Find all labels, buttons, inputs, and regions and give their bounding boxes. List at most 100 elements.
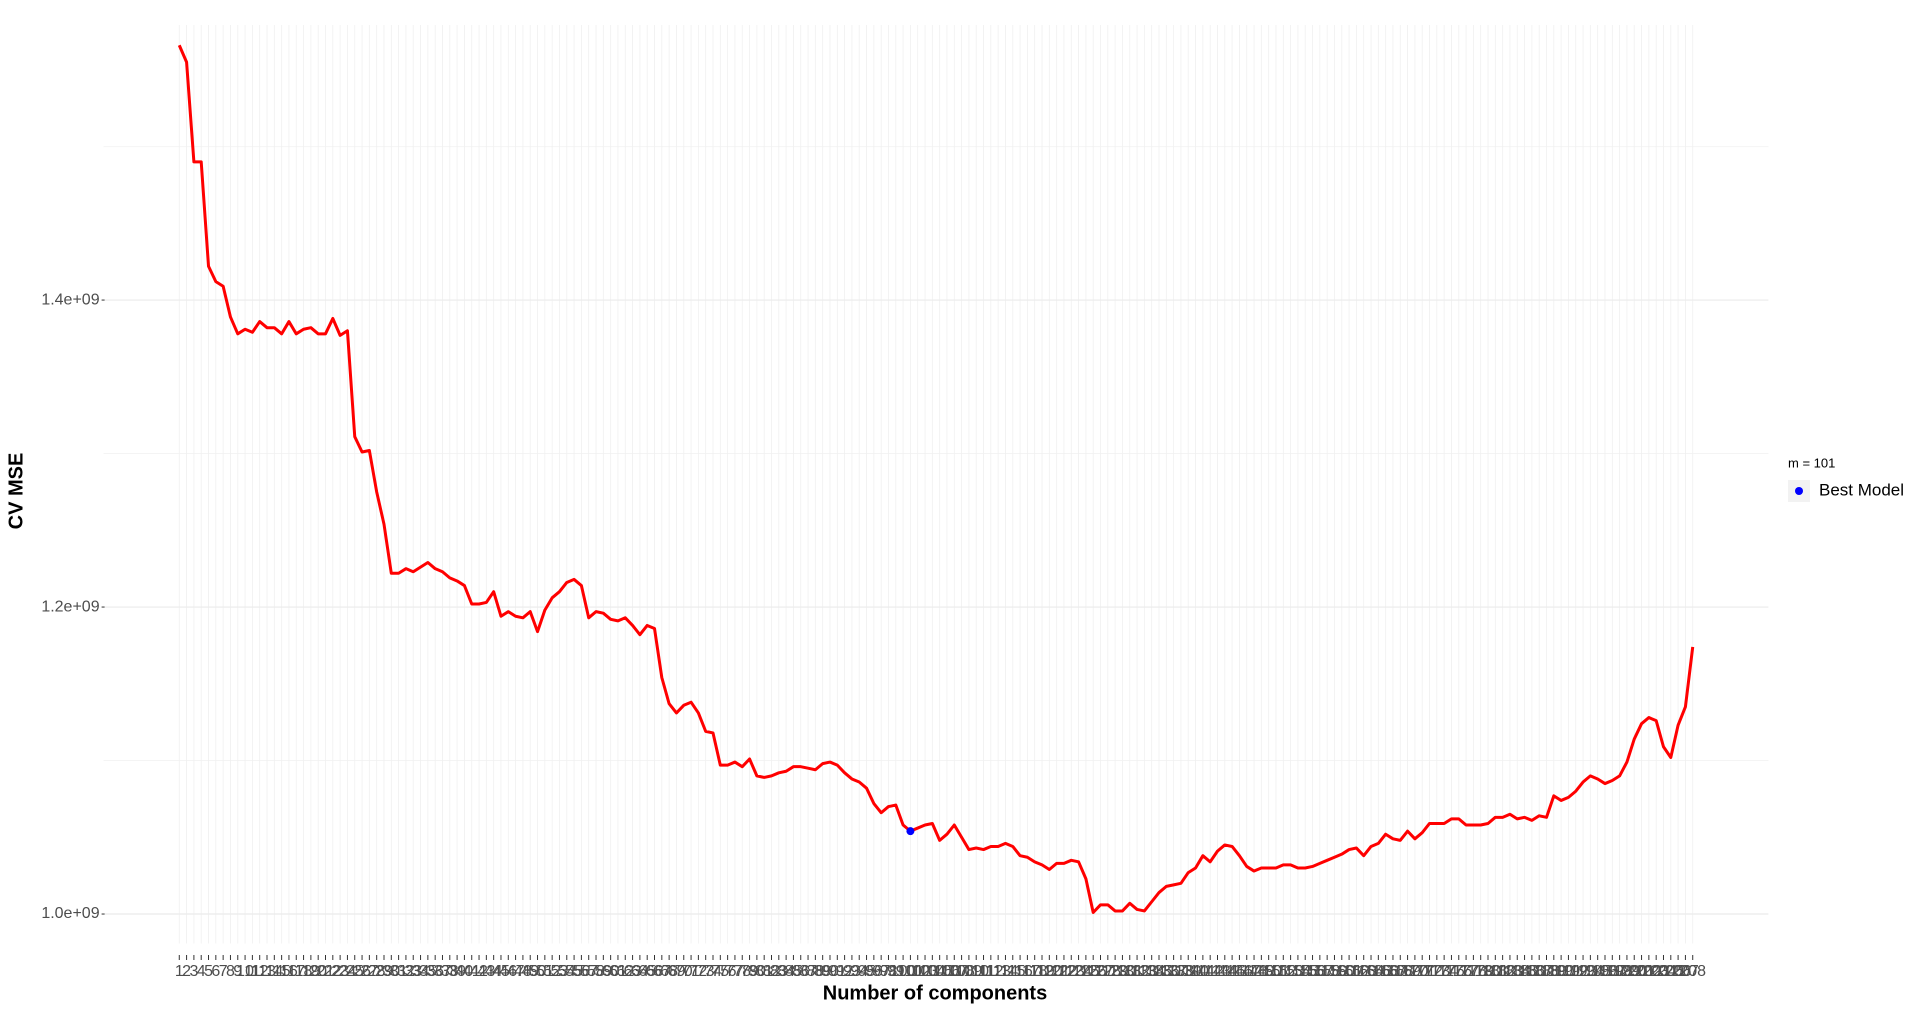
x-axis-title: Number of components	[823, 982, 1047, 1004]
x-tick-label: 153	[1277, 963, 1304, 980]
x-tick-label: 48	[514, 963, 532, 980]
x-tick-label: 174	[1431, 963, 1458, 980]
x-tick-label: 152	[1270, 963, 1297, 980]
x-tick-label: 75	[711, 963, 729, 980]
x-tick-label: 54	[558, 963, 576, 980]
x-tick-label: 133	[1131, 963, 1158, 980]
x-tick-label: 84	[777, 963, 795, 980]
x-tick-label: 185	[1511, 963, 1538, 980]
x-tick-label: 135	[1146, 963, 1173, 980]
x-tick-label: 147	[1233, 963, 1260, 980]
x-tick-label: 83	[770, 963, 788, 980]
x-tick-label: 176	[1445, 963, 1472, 980]
x-tick-label: 21	[317, 963, 335, 980]
x-tick-label: 12	[251, 963, 269, 980]
x-tick-label: 9	[233, 963, 242, 980]
x-tick-label: 33	[404, 963, 422, 980]
x-tick-label: 142	[1197, 963, 1224, 980]
x-tick-label: 128	[1094, 963, 1121, 980]
x-tick-label: 93	[843, 963, 861, 980]
y-tick-label: 1.0e+09	[41, 905, 99, 922]
x-tick-label: 148	[1241, 963, 1268, 980]
x-tick-label: 68	[660, 963, 678, 980]
x-tick-label: 201	[1628, 963, 1655, 980]
x-tick-label: 122	[1051, 963, 1078, 980]
x-tick-label: 101	[897, 963, 924, 980]
x-tick-label: 24	[339, 963, 357, 980]
x-tick-label: 195	[1584, 963, 1611, 980]
x-tick-label: 155	[1292, 963, 1319, 980]
x-tick-label: 126	[1080, 963, 1107, 980]
x-tick-label: 2	[182, 963, 191, 980]
x-tick-label: 124	[1065, 963, 1092, 980]
x-tick-label: 206	[1665, 963, 1692, 980]
x-tick-label: 86	[792, 963, 810, 980]
x-tick-label: 65	[638, 963, 656, 980]
x-tick-label: 165	[1365, 963, 1392, 980]
x-tick-label: 40	[456, 963, 474, 980]
x-tick-label: 154	[1285, 963, 1312, 980]
x-tick-label: 27	[360, 963, 378, 980]
x-tick-label: 132	[1124, 963, 1151, 980]
x-tick-label: 15	[273, 963, 291, 980]
x-tick-label: 61	[609, 963, 627, 980]
x-tick-label: 173	[1423, 963, 1450, 980]
x-tick-label: 35	[419, 963, 437, 980]
x-tick-label: 43	[477, 963, 495, 980]
x-tick-label: 178	[1460, 963, 1487, 980]
x-tick-label: 112	[978, 963, 1004, 980]
x-tick-label: 140	[1182, 963, 1209, 980]
x-tick-label: 196	[1592, 963, 1619, 980]
y-tick-label: 1.4e+09	[41, 291, 99, 308]
x-tick-label: 14	[265, 963, 283, 980]
x-tick-label: 10	[236, 963, 254, 980]
x-tick-label: 114	[993, 963, 1019, 980]
x-tick-label: 105	[926, 963, 953, 980]
x-tick-label: 156	[1299, 963, 1326, 980]
legend-title: m = 101	[1788, 455, 1835, 470]
x-tick-label: 117	[1015, 963, 1041, 980]
x-tick-label: 125	[1073, 963, 1100, 980]
x-tick-label: 19	[302, 963, 320, 980]
x-tick-label: 115	[1000, 963, 1026, 980]
x-tick-label: 47	[507, 963, 525, 980]
x-tick-label: 56	[572, 963, 590, 980]
x-tick-label: 45	[492, 963, 510, 980]
x-tick-label: 157	[1306, 963, 1333, 980]
x-tick-label: 168	[1387, 963, 1414, 980]
x-tick-label: 7	[219, 963, 228, 980]
x-tick-label: 160	[1328, 963, 1355, 980]
x-tick-label: 97	[872, 963, 890, 980]
x-tick-label: 42	[470, 963, 488, 980]
legend-label: Best Model	[1819, 480, 1904, 499]
x-tick-label: 163	[1350, 963, 1377, 980]
x-tick-label: 118	[1022, 963, 1048, 980]
x-tick-label: 110	[963, 963, 989, 980]
x-tick-label: 46	[499, 963, 517, 980]
x-tick-label: 109	[956, 963, 983, 980]
x-tick-label: 108	[948, 963, 975, 980]
x-tick-label: 141	[1190, 963, 1217, 980]
x-tick-label: 102	[904, 963, 931, 980]
x-tick-label: 70	[675, 963, 693, 980]
x-tick-label: 67	[653, 963, 671, 980]
x-tick-label: 127	[1087, 963, 1114, 980]
x-tick-label: 74	[704, 963, 722, 980]
x-tick-label: 120	[1036, 963, 1063, 980]
x-tick-label: 162	[1343, 963, 1370, 980]
x-tick-label: 91	[828, 963, 846, 980]
grid	[103, 25, 1769, 944]
x-tick-label: 167	[1380, 963, 1407, 980]
x-tick-label: 63	[624, 963, 642, 980]
x-tick-label: 49	[521, 963, 539, 980]
x-tick-label: 17	[287, 963, 305, 980]
y-axis-title: CV MSE	[5, 453, 27, 530]
x-tick-label: 44	[485, 963, 503, 980]
x-tick-label: 30	[382, 963, 400, 980]
x-tick-label: 203	[1643, 963, 1670, 980]
x-tick-label: 161	[1336, 963, 1363, 980]
x-tick-label: 107	[941, 963, 968, 980]
x-tick-label: 159	[1321, 963, 1348, 980]
x-tick-label: 20	[309, 963, 327, 980]
x-tick-label: 59	[594, 963, 612, 980]
